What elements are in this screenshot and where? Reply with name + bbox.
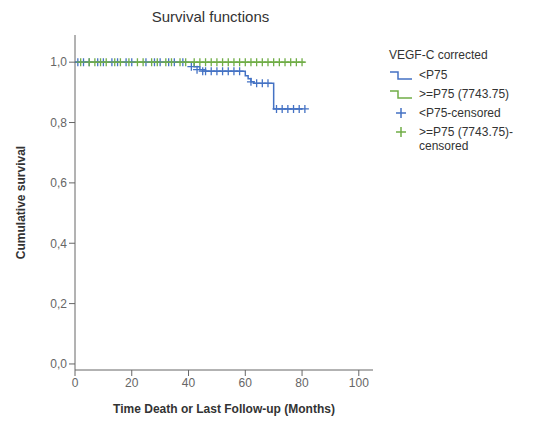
html-text:>=P75 (7743.75): >=P75 (7743.75) <box>419 87 510 101</box>
html-text:VEGF-C corrected: VEGF-C corrected <box>389 48 488 62</box>
svg-text:60: 60 <box>239 376 253 390</box>
svg-text:100: 100 <box>349 376 369 390</box>
svg-text:0,0: 0,0 <box>50 357 67 371</box>
svg-text:0,4: 0,4 <box>50 237 67 251</box>
svg-text:0,8: 0,8 <box>50 116 67 130</box>
html-text:Survival functions: Survival functions <box>151 8 270 25</box>
svg-text:40: 40 <box>182 376 196 390</box>
html-text:>=P75 (7743.75)- censored: >=P75 (7743.75)- censored <box>419 125 514 153</box>
svg-text:1,0: 1,0 <box>50 55 67 69</box>
svg-text:0: 0 <box>72 376 79 390</box>
svg-text:Cumulative survival: Cumulative survival <box>14 146 28 259</box>
svg-text:Time Death or Last Follow-up (: Time Death or Last Follow-up (Months) <box>113 402 335 416</box>
svg-text:20: 20 <box>125 376 139 390</box>
svg-text:0,6: 0,6 <box>50 176 67 190</box>
html-text:<P75: <P75 <box>419 68 448 82</box>
svg-text:80: 80 <box>295 376 309 390</box>
html-text:<P75-censored: <P75-censored <box>419 106 501 120</box>
svg-text:0,2: 0,2 <box>50 297 67 311</box>
